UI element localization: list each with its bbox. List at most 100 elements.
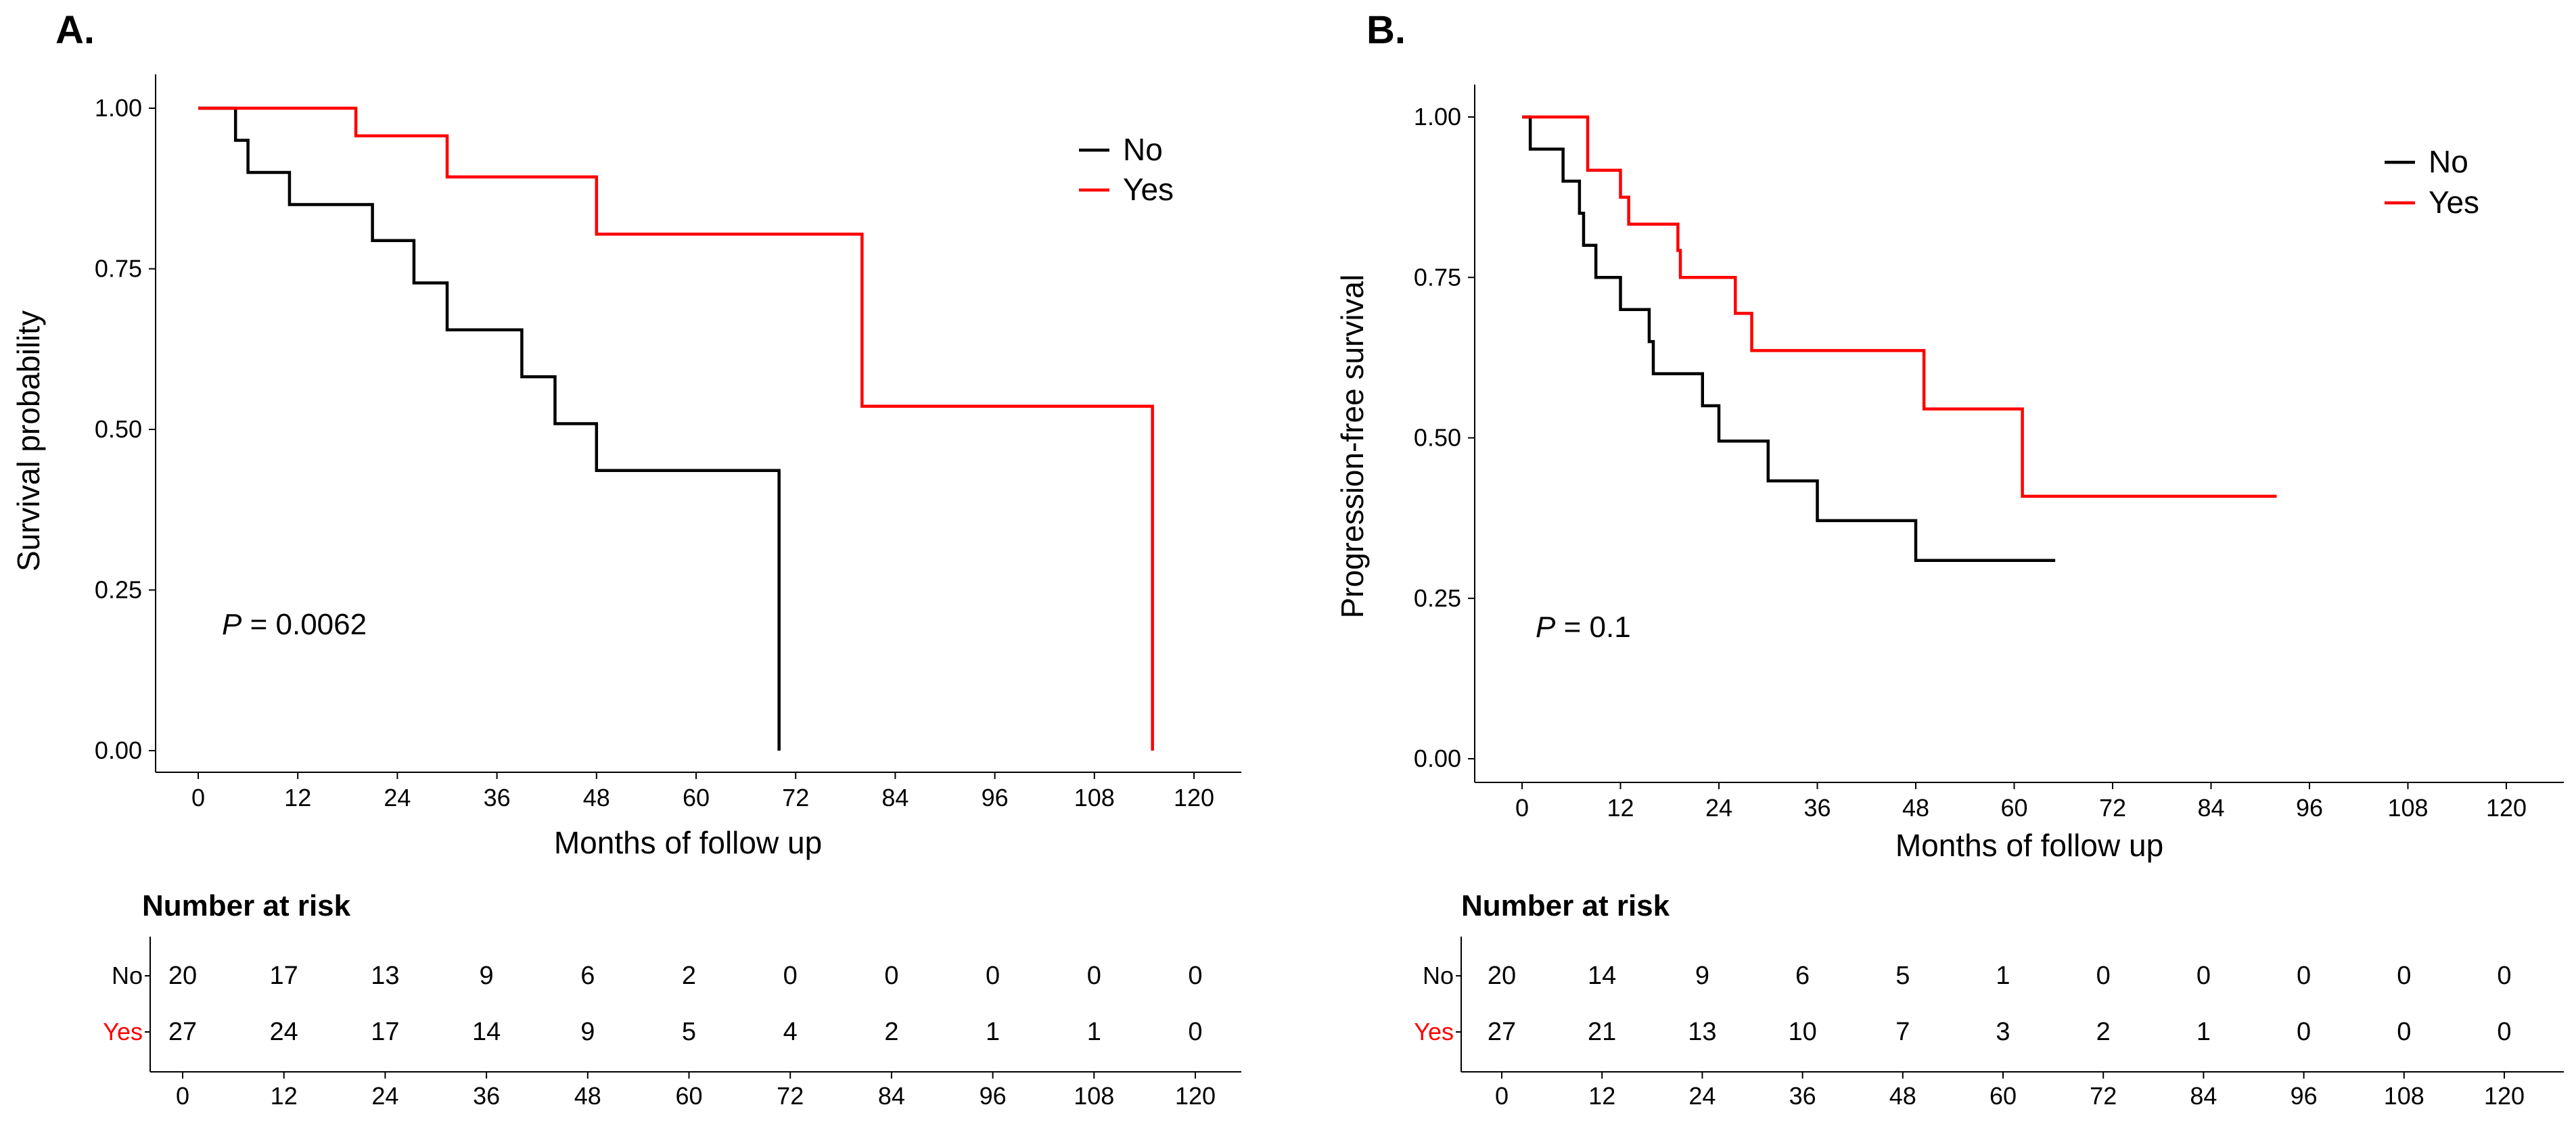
risk-x-tick-label: 72	[2090, 1082, 2117, 1110]
y-tick-label: 0.00	[1414, 745, 1461, 772]
panel-b-p-value: P = 0.1	[1536, 611, 1631, 644]
y-tick-label: 0.00	[95, 736, 142, 764]
x-tick-label: 96	[982, 784, 1009, 811]
x-tick-label: 48	[1902, 794, 1929, 822]
risk-cell-yes: 0	[2497, 1018, 2511, 1046]
risk-cell-no: 14	[1588, 962, 1616, 990]
legend-no-label: No	[2429, 144, 2468, 179]
x-tick-label: 60	[683, 784, 710, 811]
x-tick-label: 0	[191, 784, 205, 811]
risk-cell-yes: 1	[1087, 1018, 1101, 1046]
x-tick-label: 108	[1074, 784, 1115, 811]
risk-x-tick-label: 96	[980, 1082, 1007, 1110]
risk-x-tick-label: 36	[1789, 1082, 1816, 1110]
panel-a-x-axis-title: Months of follow up	[554, 825, 822, 860]
risk-cell-no: 0	[986, 962, 1000, 990]
risk-cell-yes: 2	[884, 1018, 898, 1046]
x-tick-label: 12	[284, 784, 311, 811]
risk-x-tick-label: 24	[371, 1082, 398, 1110]
risk-cell-yes: 0	[2297, 1018, 2311, 1046]
risk-table-title: Number at risk	[142, 889, 351, 922]
x-tick-label: 120	[2486, 794, 2527, 822]
x-tick-label: 108	[2387, 794, 2428, 822]
risk-cell-no: 6	[580, 962, 595, 990]
risk-cell-no: 20	[168, 962, 197, 990]
risk-row-label-yes: Yes	[1414, 1018, 1454, 1045]
risk-cell-yes: 0	[1188, 1018, 1202, 1046]
p-value: = 0.1	[1555, 611, 1630, 644]
panel-b-risk-table: Number at risk No Yes 0 12 24 36 48 60 72 84 96 1…	[1414, 889, 2564, 1110]
risk-x-tick-label: 0	[1495, 1082, 1509, 1110]
x-tick-label: 48	[583, 784, 610, 811]
risk-cell-yes: 2	[2096, 1018, 2111, 1046]
risk-cell-no: 0	[2297, 962, 2311, 990]
risk-cell-yes: 27	[168, 1018, 197, 1046]
panel-b-label: B.	[1366, 8, 1406, 52]
risk-row-label-yes: Yes	[103, 1018, 143, 1045]
risk-cell-no: 9	[1695, 962, 1709, 990]
y-tick-label: 0.75	[1414, 263, 1461, 291]
x-tick-label: 96	[2296, 794, 2323, 822]
x-tick-label: 24	[1705, 794, 1732, 822]
risk-cell-no: 6	[1795, 962, 1810, 990]
x-tick-label: 84	[2197, 794, 2224, 822]
risk-cell-yes: 24	[270, 1018, 298, 1046]
risk-x-tick-label: 60	[675, 1082, 702, 1110]
risk-cell-no: 0	[2196, 962, 2211, 990]
risk-x-tick-label: 108	[1074, 1082, 1114, 1110]
y-tick-label: 0.25	[95, 576, 142, 604]
risk-cell-yes: 10	[1788, 1018, 1816, 1046]
panel-a-y-ticks: 0.00 0.25 0.50 0.75 1.00	[95, 94, 156, 764]
risk-cell-no: 17	[270, 962, 298, 990]
risk-cell-no: 20	[1488, 962, 1516, 990]
y-tick-label: 0.50	[1414, 424, 1461, 452]
risk-cell-no: 2	[682, 962, 696, 990]
risk-cell-no: 0	[884, 962, 898, 990]
panel-b-survival-curves	[1522, 115, 2277, 563]
risk-cell-yes: 0	[2397, 1018, 2411, 1046]
risk-x-tick-label: 48	[574, 1082, 601, 1110]
x-tick-label: 72	[782, 784, 809, 811]
risk-cell-yes: 27	[1488, 1018, 1516, 1046]
x-tick-label: 72	[2099, 794, 2126, 822]
x-tick-label: 12	[1607, 794, 1634, 822]
series-no-curve	[198, 106, 781, 751]
x-tick-label: 120	[1174, 784, 1214, 811]
risk-cell-no: 13	[371, 962, 399, 990]
risk-cell-no: 0	[1087, 962, 1101, 990]
risk-cell-no: 9	[480, 962, 494, 990]
risk-x-tick-label: 0	[176, 1082, 189, 1110]
panel-a-p-value: P = 0.0062	[222, 608, 367, 641]
y-tick-label: 0.25	[1414, 584, 1461, 612]
risk-x-tick-label: 60	[1990, 1082, 2017, 1110]
risk-cell-yes: 4	[783, 1018, 798, 1046]
risk-cell-no: 0	[783, 962, 798, 990]
risk-x-tick-label: 12	[1588, 1082, 1615, 1110]
panel-a-label: A.	[55, 8, 95, 52]
risk-cell-no: 0	[2096, 962, 2111, 990]
series-yes-curve	[198, 106, 1154, 751]
risk-x-tick-label: 120	[2484, 1082, 2525, 1110]
x-tick-label: 24	[384, 784, 411, 811]
legend-no-label: No	[1123, 132, 1163, 167]
x-tick-label: 60	[2000, 794, 2027, 822]
risk-x-tick-label: 36	[473, 1082, 500, 1110]
risk-cell-no: 0	[2497, 962, 2511, 990]
panel-b-x-ticks: 0 12 24 36 48 60 72 84 96 108 120	[1515, 782, 2527, 822]
series-yes-curve	[1522, 115, 2277, 498]
x-tick-label: 36	[1803, 794, 1831, 822]
panel-b: B. 0.000.250.500.751.00 0 12 24 36 48 60 72 84 9…	[1335, 8, 2564, 1110]
risk-cell-yes: 14	[472, 1018, 501, 1046]
panel-a: A. 0.000.250.500.751.00 0 12 24 36 48 60 72 84 9…	[11, 8, 1241, 1110]
risk-cell-yes: 3	[1996, 1018, 2010, 1046]
legend-yes-label: Yes	[2429, 185, 2479, 220]
risk-cell-no: 5	[1895, 962, 1910, 990]
risk-x-tick-label: 84	[878, 1082, 905, 1110]
panel-a-axes	[155, 74, 1241, 773]
y-tick-label: 1.00	[1414, 103, 1461, 131]
legend-yes-label: Yes	[1123, 172, 1174, 207]
panel-b-y-ticks: 0.00 0.25 0.50 0.75 1.00	[1414, 103, 1475, 772]
risk-cell-yes: 1	[2196, 1018, 2211, 1046]
